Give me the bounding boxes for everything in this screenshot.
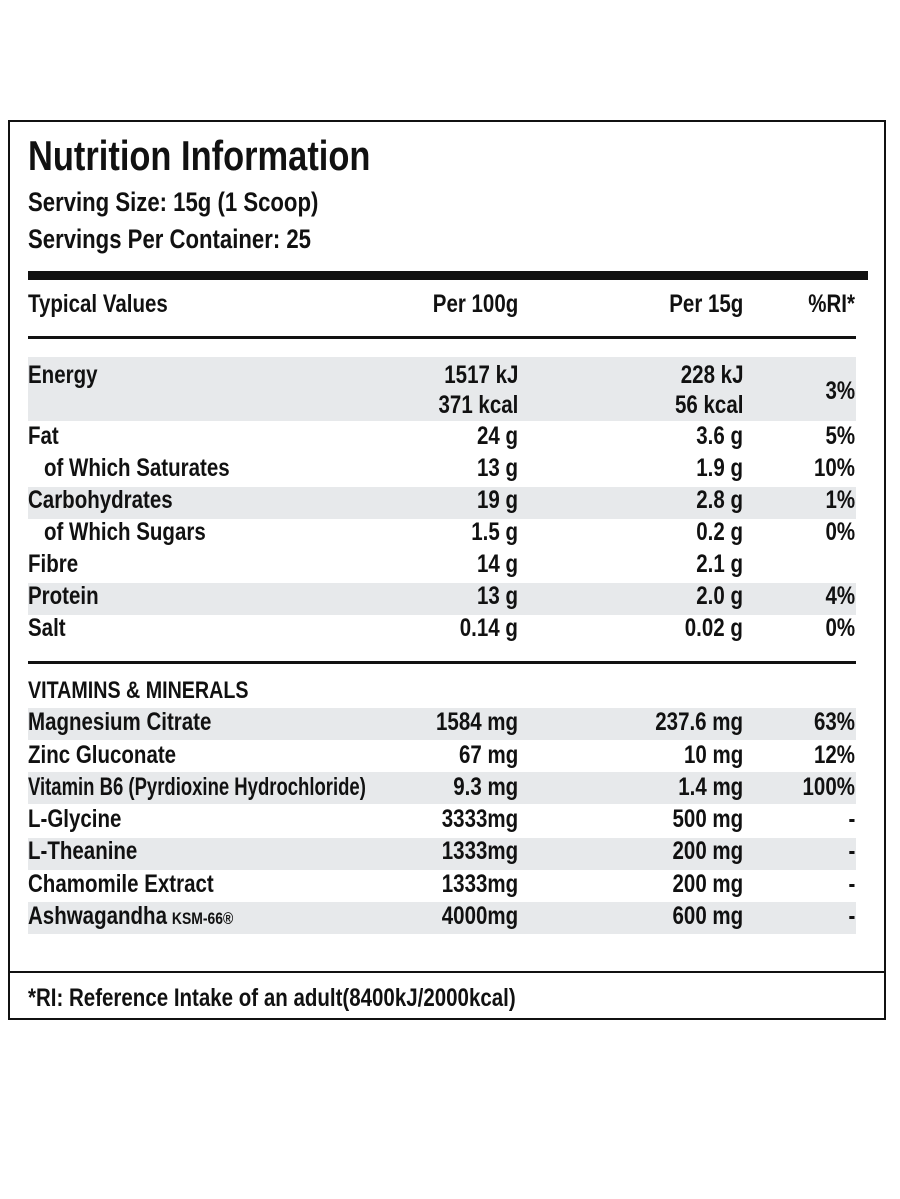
per-15g: 1.9 g <box>696 454 743 483</box>
nutrient-label: Protein <box>28 582 99 611</box>
ri: 10% <box>813 454 855 483</box>
per-15g: 600 mg <box>672 902 743 931</box>
col-per-100g: Per 100g <box>432 290 518 319</box>
nutrient-label: Carbohydrates <box>28 486 173 515</box>
per-15g: 228 kJ <box>680 361 743 390</box>
per-100g: 24 g <box>476 422 518 451</box>
ri: - <box>848 805 855 834</box>
nutrient-label: Energy <box>28 361 98 390</box>
per-100g: 0.14 g <box>459 614 518 643</box>
per-15g: 2.8 g <box>696 486 743 515</box>
per-15g: 2.0 g <box>696 582 743 611</box>
header-rule <box>28 336 856 339</box>
per-100g: 3333mg <box>441 805 518 834</box>
col-typical-values: Typical Values <box>28 290 168 319</box>
row-shade <box>28 583 856 615</box>
per-15g: 0.02 g <box>684 614 743 643</box>
title: Nutrition Information <box>28 131 371 179</box>
per-100g: 13 g <box>476 454 518 483</box>
per-100g: 13 g <box>476 582 518 611</box>
ri: 100% <box>802 772 855 801</box>
per-15g: 200 mg <box>672 869 743 898</box>
row-shade <box>28 838 856 870</box>
section-title: VITAMINS & MINERALS <box>28 676 249 704</box>
thick-rule <box>28 271 868 280</box>
per-100g: 1333mg <box>441 837 518 866</box>
ri: 1% <box>825 486 855 515</box>
col-per-15g: Per 15g <box>668 290 743 319</box>
serving-size: Serving Size: 15g (1 Scoop) <box>28 187 319 218</box>
ri: - <box>848 902 855 931</box>
per-15g: 56 kcal <box>674 391 743 420</box>
per-100g: 1584 mg <box>435 708 518 737</box>
per-15g: 200 mg <box>672 837 743 866</box>
ri: - <box>848 869 855 898</box>
per-100g: 1.5 g <box>471 518 518 547</box>
footnote: *RI: Reference Intake of an adult(8400kJ… <box>28 984 516 1013</box>
per-15g: 237.6 mg <box>655 708 743 737</box>
ingredient-label: Ashwagandha KSM-66® <box>28 902 234 931</box>
per-15g: 500 mg <box>672 805 743 834</box>
nutrient-label: Salt <box>28 614 66 643</box>
servings-per-container: Servings Per Container: 25 <box>28 224 312 255</box>
per-15g: 10 mg <box>683 740 743 769</box>
trademark: KSM-66® <box>171 909 234 929</box>
nutrient-label: Fibre <box>28 550 79 579</box>
per-100g: 14 g <box>476 550 518 579</box>
row-shade <box>28 772 856 804</box>
per-15g: 3.6 g <box>696 422 743 451</box>
ri: 63% <box>813 708 855 737</box>
ingredient-label: L-Theanine <box>28 837 138 866</box>
per-15g: 0.2 g <box>696 518 743 547</box>
ingredient-label: Zinc Gluconate <box>28 740 177 769</box>
ri: 12% <box>813 740 855 769</box>
per-100g: 371 kcal <box>438 391 518 420</box>
row-shade <box>28 357 856 421</box>
per-100g: 1517 kJ <box>443 361 518 390</box>
row-shade <box>28 902 856 934</box>
per-15g: 1.4 mg <box>678 772 743 801</box>
ri: 0% <box>825 614 855 643</box>
row-shade <box>28 708 856 740</box>
per-100g: 4000mg <box>441 902 518 931</box>
ingredient-label: L-Glycine <box>28 805 122 834</box>
nutrient-label: Fat <box>28 422 59 451</box>
footer-rule <box>8 971 886 973</box>
ri: 4% <box>825 582 855 611</box>
ri: 3% <box>825 377 855 406</box>
ri: 0% <box>825 518 855 547</box>
nutrient-label: of Which Saturates <box>44 454 230 483</box>
per-100g: 9.3 mg <box>453 772 518 801</box>
per-100g: 19 g <box>476 486 518 515</box>
row-shade <box>28 487 856 519</box>
label-border <box>8 120 886 1020</box>
ri: 5% <box>825 422 855 451</box>
ingredient-label: Chamomile Extract <box>28 869 214 898</box>
ingredient-label: Vitamin B6 (Pyrdioxine Hydrochloride) <box>28 772 366 801</box>
nutrient-label: of Which Sugars <box>44 518 206 547</box>
ri: - <box>848 837 855 866</box>
ingredient-label: Magnesium Citrate <box>28 708 212 737</box>
per-15g: 2.1 g <box>696 550 743 579</box>
per-100g: 67 mg <box>458 740 518 769</box>
col-ri: %RI* <box>808 290 855 319</box>
section-rule <box>28 661 856 664</box>
per-100g: 1333mg <box>441 869 518 898</box>
